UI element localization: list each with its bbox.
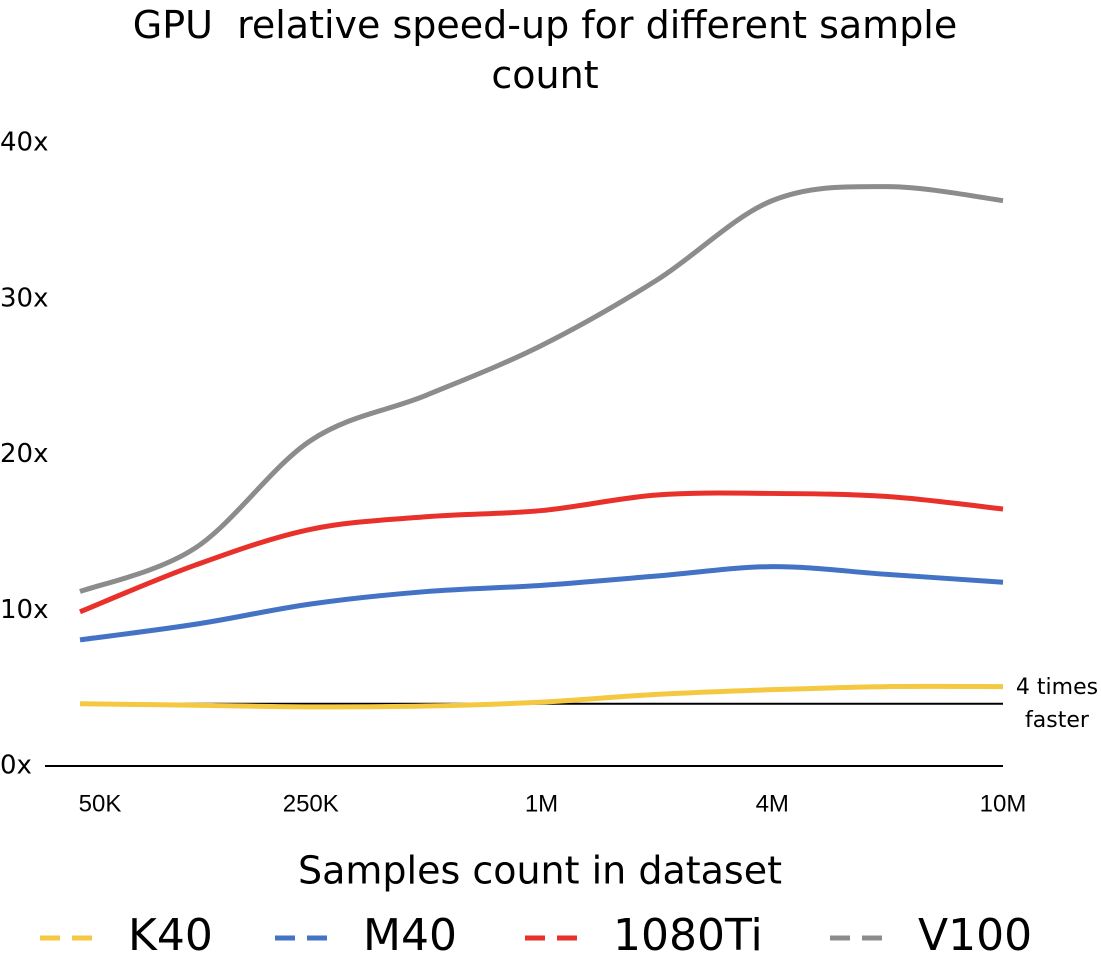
chart-title: GPU relative speed-up for different samp…	[132, 3, 970, 97]
y-tick-label: 0x	[0, 751, 32, 781]
series-line	[79, 564, 1004, 643]
x-tick-label: 250K	[283, 790, 339, 817]
y-tick-label: 30x	[0, 283, 48, 313]
legend-label: 1080Ti	[613, 910, 763, 960]
series-line	[79, 490, 1004, 615]
legend-label: M40	[363, 910, 457, 960]
legend-label: K40	[128, 910, 213, 960]
series-line	[79, 184, 1004, 594]
x-tick-label: 1M	[525, 790, 558, 817]
y-tick-label: 40x	[0, 128, 48, 158]
x-axis-label: Samples count in dataset	[298, 849, 782, 893]
series-line	[79, 683, 1004, 710]
x-tick-label: 4M	[756, 790, 789, 817]
x-tick-label: 50K	[79, 790, 122, 817]
legend-label: V100	[918, 910, 1032, 960]
reference-label: 4 times	[1016, 675, 1098, 700]
y-tick-label: 10x	[0, 595, 48, 625]
reference-label: faster	[1025, 708, 1090, 733]
y-tick-label: 20x	[0, 439, 48, 469]
x-tick-label: 10M	[980, 790, 1027, 817]
